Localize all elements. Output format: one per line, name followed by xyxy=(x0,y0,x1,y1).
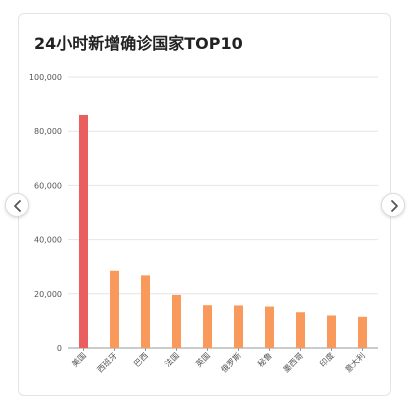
prev-button[interactable] xyxy=(5,193,29,217)
chart-title: 24小时新增确诊国家TOP10 xyxy=(34,34,243,53)
bar xyxy=(358,316,367,348)
x-tick-label: 美国 xyxy=(70,350,88,368)
x-tick-label: 印度 xyxy=(318,350,336,368)
bar xyxy=(172,294,181,348)
y-tick-label: 40,000 xyxy=(34,236,62,245)
y-tick-label: 80,000 xyxy=(34,127,62,136)
y-tick-label: 100,000 xyxy=(29,73,62,82)
bar xyxy=(296,312,305,348)
x-tick-label: 法国 xyxy=(163,350,181,368)
bar xyxy=(203,305,212,348)
bar xyxy=(265,306,274,348)
chevron-right-icon xyxy=(391,200,398,212)
bar xyxy=(110,270,119,348)
y-tick-label: 60,000 xyxy=(34,181,62,190)
bar xyxy=(234,305,243,348)
x-tick-label: 墨西哥 xyxy=(282,351,305,374)
next-button[interactable] xyxy=(381,193,405,217)
x-tick-label: 英国 xyxy=(194,350,212,368)
bar xyxy=(327,315,336,348)
bar xyxy=(141,275,150,348)
y-tick-label: 0 xyxy=(57,344,62,353)
x-tick-label: 俄罗斯 xyxy=(219,350,243,374)
chevron-left-icon xyxy=(14,200,21,212)
x-tick-label: 巴西 xyxy=(132,351,150,369)
x-tick-label: 西班牙 xyxy=(95,350,119,374)
x-tick-label: 意大利 xyxy=(343,350,367,374)
y-tick-label: 20,000 xyxy=(34,290,62,299)
x-tick-label: 秘鲁 xyxy=(256,350,274,368)
bar xyxy=(79,114,88,348)
